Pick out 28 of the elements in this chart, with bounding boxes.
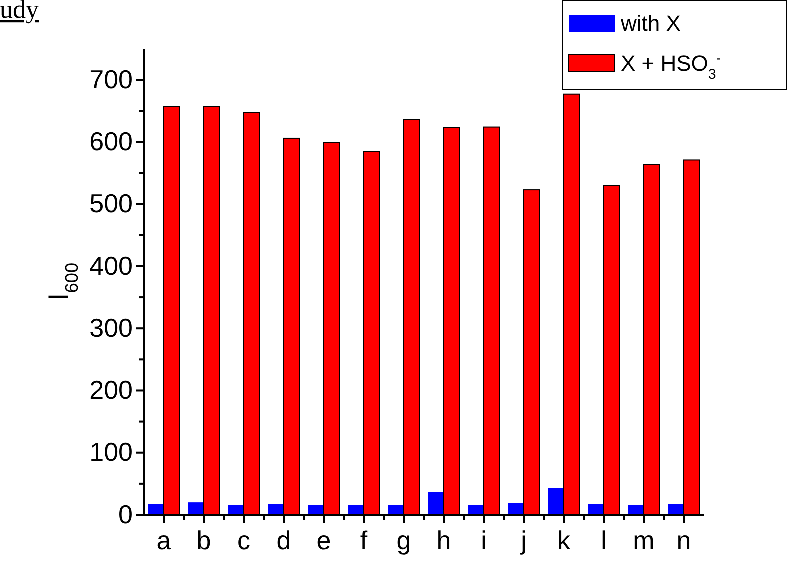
y-tick-label: 600 <box>90 126 133 157</box>
x-tick-label: k <box>558 525 572 556</box>
x-tick-label: m <box>633 525 655 556</box>
legend-label: with X <box>620 11 682 36</box>
x-tick-label: j <box>520 525 527 556</box>
bar <box>508 503 524 515</box>
bar <box>548 488 564 515</box>
x-tick-label: h <box>436 525 452 556</box>
x-tick-label: a <box>156 525 172 556</box>
x-tick-label: c <box>238 525 250 556</box>
x-tick-label: l <box>601 525 607 556</box>
y-tick-label: 400 <box>90 250 133 281</box>
x-tick-label: d <box>276 525 292 556</box>
bar <box>428 492 444 515</box>
y-tick-label: 700 <box>90 64 133 94</box>
x-tick-label: b <box>196 525 212 556</box>
y-tick-label: 300 <box>90 312 133 343</box>
x-tick-label: e <box>316 525 332 556</box>
y-tick-label: 100 <box>90 437 133 468</box>
text: udy <box>0 0 39 24</box>
y-tick-label: 0 <box>118 499 133 530</box>
x-tick-label: n <box>676 525 692 556</box>
bar <box>188 502 204 515</box>
x-tick-label: i <box>481 525 487 556</box>
y-tick-label: 500 <box>90 188 133 219</box>
x-tick-label: g <box>396 525 412 556</box>
y-tick-label: 200 <box>90 375 133 406</box>
x-tick-label: f <box>360 525 368 556</box>
